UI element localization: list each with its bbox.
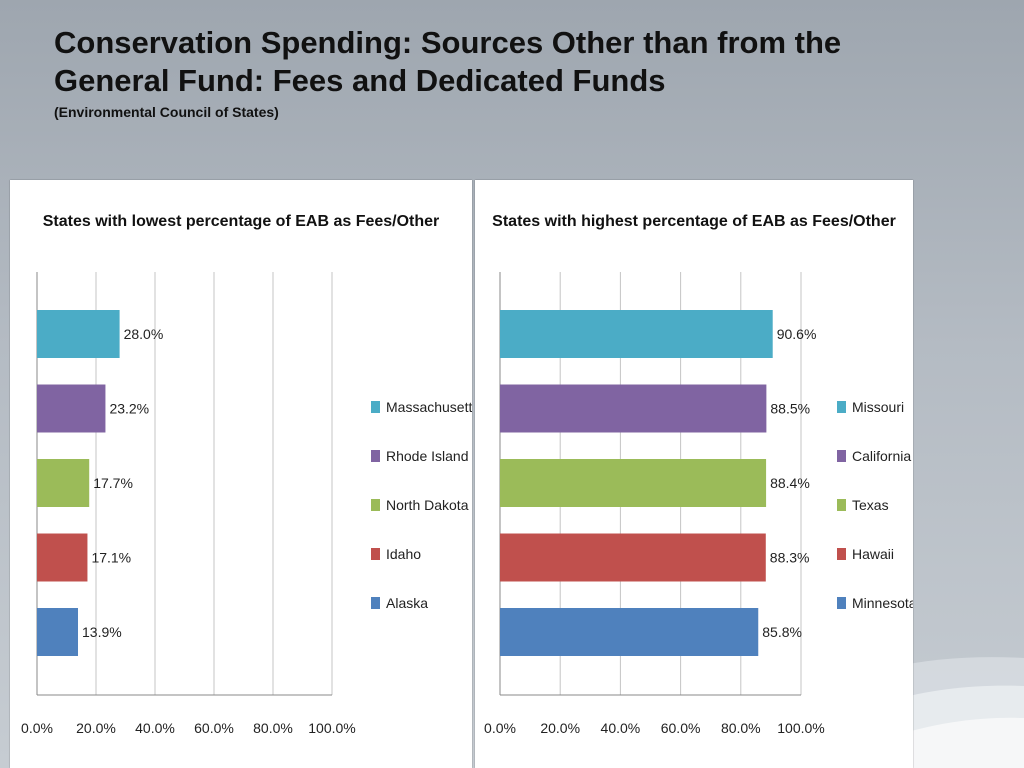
chart-panel-lowest: States with lowest percentage of EAB as … [10,180,472,768]
legend-label: North Dakota [386,497,469,513]
legend-swatch [837,499,846,511]
bar [37,608,79,656]
x-tick-label: 0.0% [21,720,53,736]
legend-swatch [371,401,380,413]
bar [500,310,773,358]
slide-subtitle: (Environmental Council of States) [54,104,279,120]
legend-swatch [837,450,846,462]
bar [500,533,766,582]
x-tick-label: 20.0% [76,720,116,736]
data-label: 90.6% [777,326,817,342]
data-label: 17.7% [93,475,133,491]
legend-label: Alaska [386,595,428,611]
slide-title: Conservation Spending: Sources Other tha… [54,25,842,98]
bar [500,608,759,656]
bar [37,459,90,507]
chart-panel-highest: States with highest percentage of EAB as… [475,180,913,768]
legend-label: Texas [852,497,889,513]
data-label: 85.8% [762,624,802,640]
chart-highest: States with highest percentage of EAB as… [484,213,913,736]
x-tick-label: 20.0% [540,720,580,736]
x-tick-label: 60.0% [194,720,234,736]
legend-swatch [837,548,846,560]
legend-label: Rhode Island [386,448,469,464]
legend-label: Minnesota [852,595,913,611]
legend-label: Hawaii [852,546,894,562]
data-label: 28.0% [124,326,164,342]
data-label: 88.4% [770,475,810,491]
bar [37,310,120,358]
x-tick-label: 0.0% [484,720,516,736]
bar [500,384,767,433]
data-label: 23.2% [109,401,149,417]
legend-swatch [371,597,380,609]
data-label: 13.9% [82,624,122,640]
chart-title: States with highest percentage of EAB as… [492,213,896,230]
legend-label: California [852,448,911,464]
data-label: 88.5% [770,401,810,417]
bar [500,459,767,507]
legend-label: Massachusetts [386,399,472,415]
x-tick-label: 60.0% [661,720,701,736]
legend-label: Missouri [852,399,904,415]
x-tick-label: 100.0% [308,720,355,736]
legend-swatch [371,548,380,560]
legend-swatch [837,401,846,413]
x-tick-label: 100.0% [777,720,824,736]
x-tick-label: 80.0% [721,720,761,736]
chart-title: States with lowest percentage of EAB as … [43,213,440,230]
legend-swatch [837,597,846,609]
x-tick-label: 40.0% [601,720,641,736]
x-tick-label: 80.0% [253,720,293,736]
legend-label: Idaho [386,546,421,562]
data-label: 17.1% [91,550,131,566]
x-tick-label: 40.0% [135,720,175,736]
chart-lowest: States with lowest percentage of EAB as … [21,213,472,736]
bar [37,384,106,433]
bar [37,533,88,582]
legend-swatch [371,499,380,511]
data-label: 88.3% [770,550,810,566]
legend-swatch [371,450,380,462]
